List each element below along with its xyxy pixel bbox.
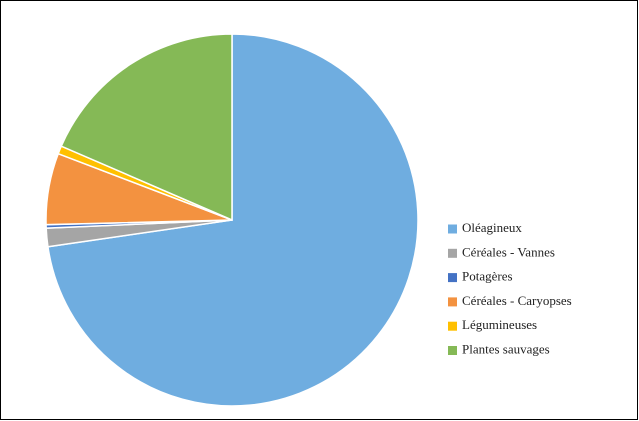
pie-slice bbox=[47, 33, 419, 407]
pie-slice bbox=[60, 33, 233, 222]
legend-label: Céréales - Caryopses bbox=[462, 293, 572, 308]
legend-label: Légumineuses bbox=[462, 317, 537, 332]
legend-swatch bbox=[448, 346, 457, 355]
legend-swatch bbox=[448, 273, 457, 283]
legend-label: Céréales - Vannes bbox=[462, 244, 555, 259]
legend-label: Potagères bbox=[462, 269, 513, 284]
legend-swatch bbox=[448, 321, 457, 331]
legend-swatch bbox=[448, 224, 457, 234]
legend-swatch bbox=[448, 297, 457, 307]
legend-swatch bbox=[448, 248, 457, 258]
legend-label: Oléagineux bbox=[462, 220, 522, 235]
legend-label: Plantes sauvages bbox=[462, 341, 550, 356]
